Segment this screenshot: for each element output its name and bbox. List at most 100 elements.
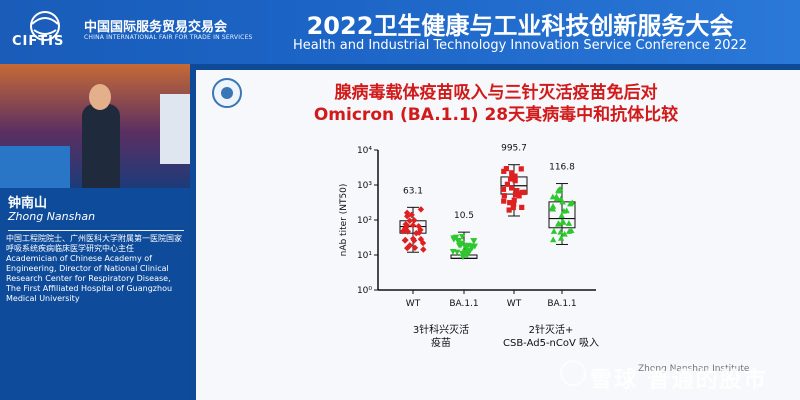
- data-point: [559, 218, 566, 225]
- podium: [0, 146, 70, 188]
- data-point: [568, 227, 575, 233]
- data-point: [507, 200, 513, 206]
- snowball-icon: [560, 360, 586, 386]
- watermark: Zhong Nanshan Institute 雪球 普通的股市: [560, 350, 800, 400]
- data-point: [512, 191, 519, 198]
- data-point: [399, 228, 407, 235]
- speaker-photo: [0, 64, 190, 188]
- data-point: [469, 245, 476, 251]
- side-screen: [160, 94, 190, 164]
- slide-title-line2: Omicron (BA.1.1) 28天真病毒中和抗体比较: [313, 105, 679, 125]
- data-point: [459, 234, 466, 240]
- speaker-panel: 钟南山 Zhong Nanshan 中国工程院院士、广州医科大学附属第一医院国家…: [0, 64, 190, 400]
- speaker-name-cn: 钟南山: [8, 196, 48, 211]
- presentation-slide: 腺病毒载体疫苗吸入与三针灭活疫苗免后对 Omicron (BA.1.1) 28天…: [196, 70, 800, 400]
- data-point: [500, 186, 507, 192]
- y-tick-label: 10⁴: [357, 146, 372, 156]
- fair-name-en: CHINA INTERNATIONAL FAIR FOR TRADE IN SE…: [84, 34, 253, 41]
- data-point: [511, 197, 517, 203]
- group2-label-line1: 2针灭活+: [528, 325, 574, 336]
- data-point: [557, 228, 564, 235]
- institution-emblem-icon: [212, 78, 242, 108]
- data-point: [560, 207, 568, 214]
- data-point: [459, 254, 467, 261]
- logo-text: CIFTIS: [12, 34, 65, 49]
- group1-label-line2: 疫苗: [431, 338, 451, 349]
- watermark-small-text: Zhong Nanshan Institute: [638, 364, 750, 374]
- y-tick-label: 10¹: [357, 251, 372, 261]
- data-point: [501, 193, 507, 199]
- x-tick-label: WT: [507, 299, 522, 309]
- data-point: [555, 187, 562, 193]
- gmt-label: 10.5: [454, 211, 474, 221]
- data-point: [509, 170, 515, 176]
- data-point: [519, 204, 525, 211]
- data-point: [464, 252, 471, 259]
- data-point: [458, 250, 466, 257]
- speaker-name-en: Zhong Nanshan: [8, 210, 96, 223]
- y-tick-label: 10²: [357, 216, 372, 226]
- data-point: [413, 230, 420, 237]
- data-point: [415, 223, 422, 230]
- ciftis-logo-icon: [30, 11, 60, 41]
- data-point: [565, 220, 573, 226]
- y-axis-label: nAb titer (NT50): [339, 184, 349, 257]
- data-point: [512, 178, 518, 184]
- data-point: [555, 220, 562, 227]
- data-point: [504, 181, 511, 187]
- conference-header: CIFTIS 中国国际服务贸易交易会 CHINA INTERNATIONAL F…: [0, 0, 800, 64]
- gmt-label: 63.1: [403, 186, 423, 196]
- data-point: [558, 212, 565, 219]
- data-point: [411, 244, 419, 251]
- data-point: [453, 234, 460, 241]
- group1-label-line1: 3针科兴灭活: [412, 325, 470, 336]
- data-point: [455, 237, 463, 244]
- watermark-text: 雪球 普通的股市: [590, 368, 768, 393]
- group2-label-line2: CSB-Ad5-nCoV 吸入: [502, 338, 600, 349]
- data-point: [567, 200, 574, 207]
- x-tick-label: WT: [406, 299, 421, 309]
- fair-name-cn: 中国国际服务贸易交易会: [84, 20, 228, 35]
- data-point: [557, 195, 565, 202]
- data-point: [559, 198, 566, 205]
- data-point: [458, 240, 466, 247]
- data-point: [509, 174, 515, 180]
- data-point: [557, 235, 565, 241]
- antibody-chart: 10⁰ 10¹ 10² 10³ 10⁴ nAb titer (NT50) WT BA.1.1 W…: [339, 144, 596, 309]
- data-point: [470, 238, 477, 244]
- data-point: [453, 249, 461, 256]
- data-point: [518, 166, 524, 172]
- group-label-inhaled: 2针灭活+ CSB-Ad5-nCoV 吸入: [476, 324, 626, 350]
- data-point: [549, 236, 557, 243]
- data-point: [503, 166, 509, 172]
- divider: [8, 230, 184, 231]
- data-point: [521, 189, 527, 195]
- data-point: [516, 193, 522, 199]
- data-point: [410, 237, 418, 244]
- data-point: [403, 209, 411, 217]
- y-tick-label: 10³: [357, 181, 372, 191]
- data-point: [501, 198, 507, 204]
- data-point: [404, 228, 412, 235]
- data-point: [406, 217, 413, 224]
- data-point: [464, 242, 472, 249]
- data-point: [509, 185, 515, 191]
- group-label-inactivated: 3针科兴灭活 疫苗: [386, 324, 496, 350]
- x-tick-label: BA.1.1: [547, 299, 576, 309]
- data-point: [553, 193, 560, 200]
- conference-title-cn: 2022卫生健康与工业科技创新服务大会: [306, 12, 734, 40]
- data-point: [406, 242, 414, 249]
- data-point: [561, 230, 568, 237]
- gmt-label: 116.8: [549, 163, 575, 173]
- data-point: [410, 217, 418, 224]
- data-point: [514, 188, 520, 194]
- data-point: [510, 204, 516, 211]
- data-point: [511, 201, 517, 208]
- data-point: [417, 235, 425, 243]
- speaker-figure: [82, 104, 120, 188]
- data-point: [549, 202, 557, 209]
- data-point: [417, 206, 425, 213]
- slide-title-line1: 腺病毒载体疫苗吸入与三针灭活疫苗免后对: [334, 83, 658, 103]
- speaker-head: [89, 84, 111, 110]
